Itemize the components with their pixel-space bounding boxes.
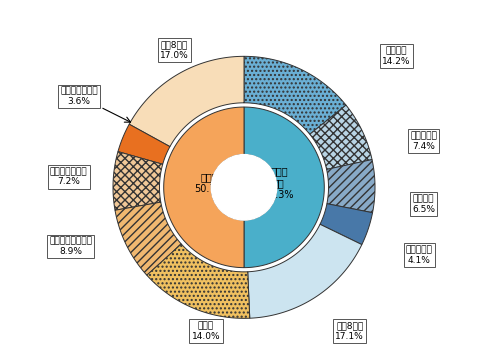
Polygon shape — [244, 56, 346, 134]
Text: 金属製品
14.2%: 金属製品 14.2% — [382, 47, 410, 66]
Text: 窯業・土石製品
7.2%: 窯業・土石製品 7.2% — [50, 167, 87, 186]
Polygon shape — [310, 105, 372, 169]
Polygon shape — [248, 224, 362, 318]
Text: プラスチック製品
8.9%: プラスチック製品 8.9% — [49, 237, 92, 256]
Polygon shape — [129, 56, 244, 147]
Text: 電気機械
6.5%: 電気機械 6.5% — [412, 194, 435, 214]
Text: 他の8業種
17.0%: 他の8業種 17.0% — [160, 40, 189, 60]
Polygon shape — [244, 107, 325, 268]
Polygon shape — [115, 202, 182, 275]
Text: 他の8業種
17.1%: 他の8業種 17.1% — [335, 321, 364, 341]
Text: 重化学
工業
49.3%: 重化学 工業 49.3% — [264, 167, 294, 200]
Polygon shape — [113, 152, 163, 210]
Text: 食料品
14.0%: 食料品 14.0% — [192, 321, 220, 341]
Polygon shape — [163, 107, 244, 268]
Polygon shape — [326, 160, 375, 213]
Polygon shape — [118, 124, 170, 164]
Circle shape — [211, 155, 277, 220]
Polygon shape — [147, 244, 250, 318]
Text: 生産用機械
7.4%: 生産用機械 7.4% — [410, 131, 437, 151]
Text: 軽工業
50.7%: 軽工業 50.7% — [194, 172, 224, 194]
Polygon shape — [320, 204, 372, 245]
Text: 印刷・同関連業
3.6%: 印刷・同関連業 3.6% — [61, 87, 98, 106]
Text: 輸送用機械
4.1%: 輸送用機械 4.1% — [406, 245, 433, 265]
